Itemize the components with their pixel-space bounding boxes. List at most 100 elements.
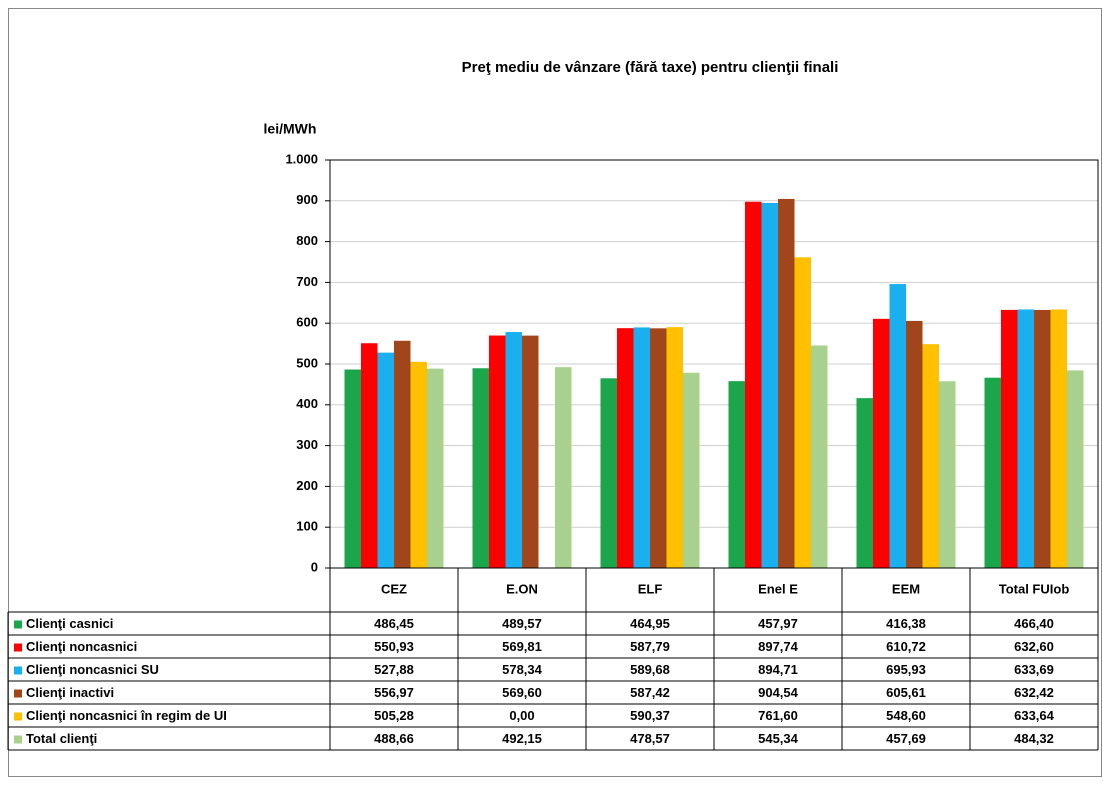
bar (394, 340, 411, 568)
table-cell: 556,97 (374, 685, 414, 700)
table-cell: 610,72 (886, 639, 926, 654)
table-cell: 486,45 (374, 616, 414, 631)
bar (922, 344, 939, 568)
x-tick-label: ELF (638, 581, 663, 596)
table-cell: 590,37 (630, 708, 670, 723)
table-cell: 478,57 (630, 731, 670, 746)
legend-swatch (14, 666, 22, 675)
table-cell: 489,57 (502, 616, 542, 631)
y-tick-label: 100 (296, 519, 318, 534)
table-cell: 492,15 (502, 731, 542, 746)
y-tick-label: 900 (296, 192, 318, 207)
bar (1017, 309, 1034, 568)
legend-swatch (14, 620, 22, 629)
bar (939, 381, 956, 568)
table-cell: 0,00 (509, 708, 534, 723)
y-tick-label: 700 (296, 274, 318, 289)
y-axis-label: lei/MWh (264, 121, 317, 137)
bar (410, 361, 427, 568)
y-tick-label: 1.000 (285, 151, 318, 166)
legend-swatch (14, 689, 22, 698)
table-cell: 569,81 (502, 639, 542, 654)
bar (361, 343, 378, 568)
bar (600, 378, 617, 568)
table-cell: 578,34 (502, 662, 543, 677)
bar (1050, 309, 1067, 568)
bar (522, 335, 539, 568)
table-cell: 550,93 (374, 639, 414, 654)
legend-swatch (14, 735, 22, 744)
y-tick-label: 0 (311, 559, 318, 574)
table-cell: 589,68 (630, 662, 670, 677)
bar (1067, 370, 1084, 568)
bar (761, 202, 778, 568)
x-tick-label: Total FUIob (999, 581, 1070, 596)
table-cell: 605,61 (886, 685, 926, 700)
legend-label: Clienţi noncasnici (26, 639, 137, 654)
table-cell: 466,40 (1014, 616, 1054, 631)
table-cell: 527,88 (374, 662, 414, 677)
bar (889, 284, 906, 568)
y-tick-label: 300 (296, 437, 318, 452)
bar (344, 369, 361, 568)
bar (728, 381, 745, 568)
bar (745, 201, 762, 568)
bar (617, 328, 634, 568)
y-tick-label: 400 (296, 396, 318, 411)
table-cell: 904,54 (758, 685, 799, 700)
table-cell: 545,34 (758, 731, 799, 746)
table-cell: 416,38 (886, 616, 926, 631)
bar (683, 372, 700, 568)
bar (427, 368, 444, 568)
y-tick-label: 800 (296, 233, 318, 248)
legend-label: Clienţi noncasnici în regim de UI (26, 708, 227, 723)
y-tick-label: 600 (296, 315, 318, 330)
bar (666, 327, 683, 568)
table-cell: 587,42 (630, 685, 670, 700)
bar (489, 335, 506, 568)
table-cell: 761,60 (758, 708, 798, 723)
legend-label: Total clienţi (26, 731, 97, 746)
legend-swatch (14, 712, 22, 721)
bar (811, 345, 828, 568)
table-cell: 897,74 (758, 639, 799, 654)
table-cell: 505,28 (374, 708, 414, 723)
legend-label: Clienţi inactivi (26, 685, 114, 700)
bar (650, 328, 667, 568)
table-cell: 894,71 (758, 662, 798, 677)
bar (778, 198, 795, 568)
table-cell: 632,42 (1014, 685, 1054, 700)
x-tick-label: CEZ (381, 581, 407, 596)
bar (794, 257, 811, 568)
table-cell: 548,60 (886, 708, 926, 723)
bar (555, 367, 572, 568)
y-tick-label: 500 (296, 355, 318, 370)
x-tick-label: Enel E (758, 581, 798, 596)
table-cell: 569,60 (502, 685, 542, 700)
bar (633, 327, 650, 568)
table-cell: 632,60 (1014, 639, 1054, 654)
bar (1034, 309, 1051, 568)
table-cell: 457,69 (886, 731, 926, 746)
table-cell: 457,97 (758, 616, 798, 631)
table-cell: 464,95 (630, 616, 670, 631)
frame (8, 8, 1102, 777)
table-cell: 633,69 (1014, 662, 1054, 677)
bar (1001, 309, 1018, 568)
legend-swatch (14, 643, 22, 652)
x-tick-label: E.ON (506, 581, 538, 596)
bar (377, 352, 394, 568)
table-cell: 488,66 (374, 731, 414, 746)
chart-title: Preţ mediu de vânzare (fără taxe) pentru… (462, 59, 839, 76)
table-cell: 633,64 (1014, 708, 1055, 723)
y-tick-label: 200 (296, 478, 318, 493)
legend-label: Clienţi noncasnici SU (26, 662, 159, 677)
table-cell: 695,93 (886, 662, 926, 677)
table-cell: 484,32 (1014, 731, 1054, 746)
table-cell: 587,79 (630, 639, 670, 654)
x-tick-label: EEM (892, 581, 920, 596)
bar (984, 377, 1001, 568)
bar (472, 368, 489, 568)
bar (505, 332, 522, 568)
